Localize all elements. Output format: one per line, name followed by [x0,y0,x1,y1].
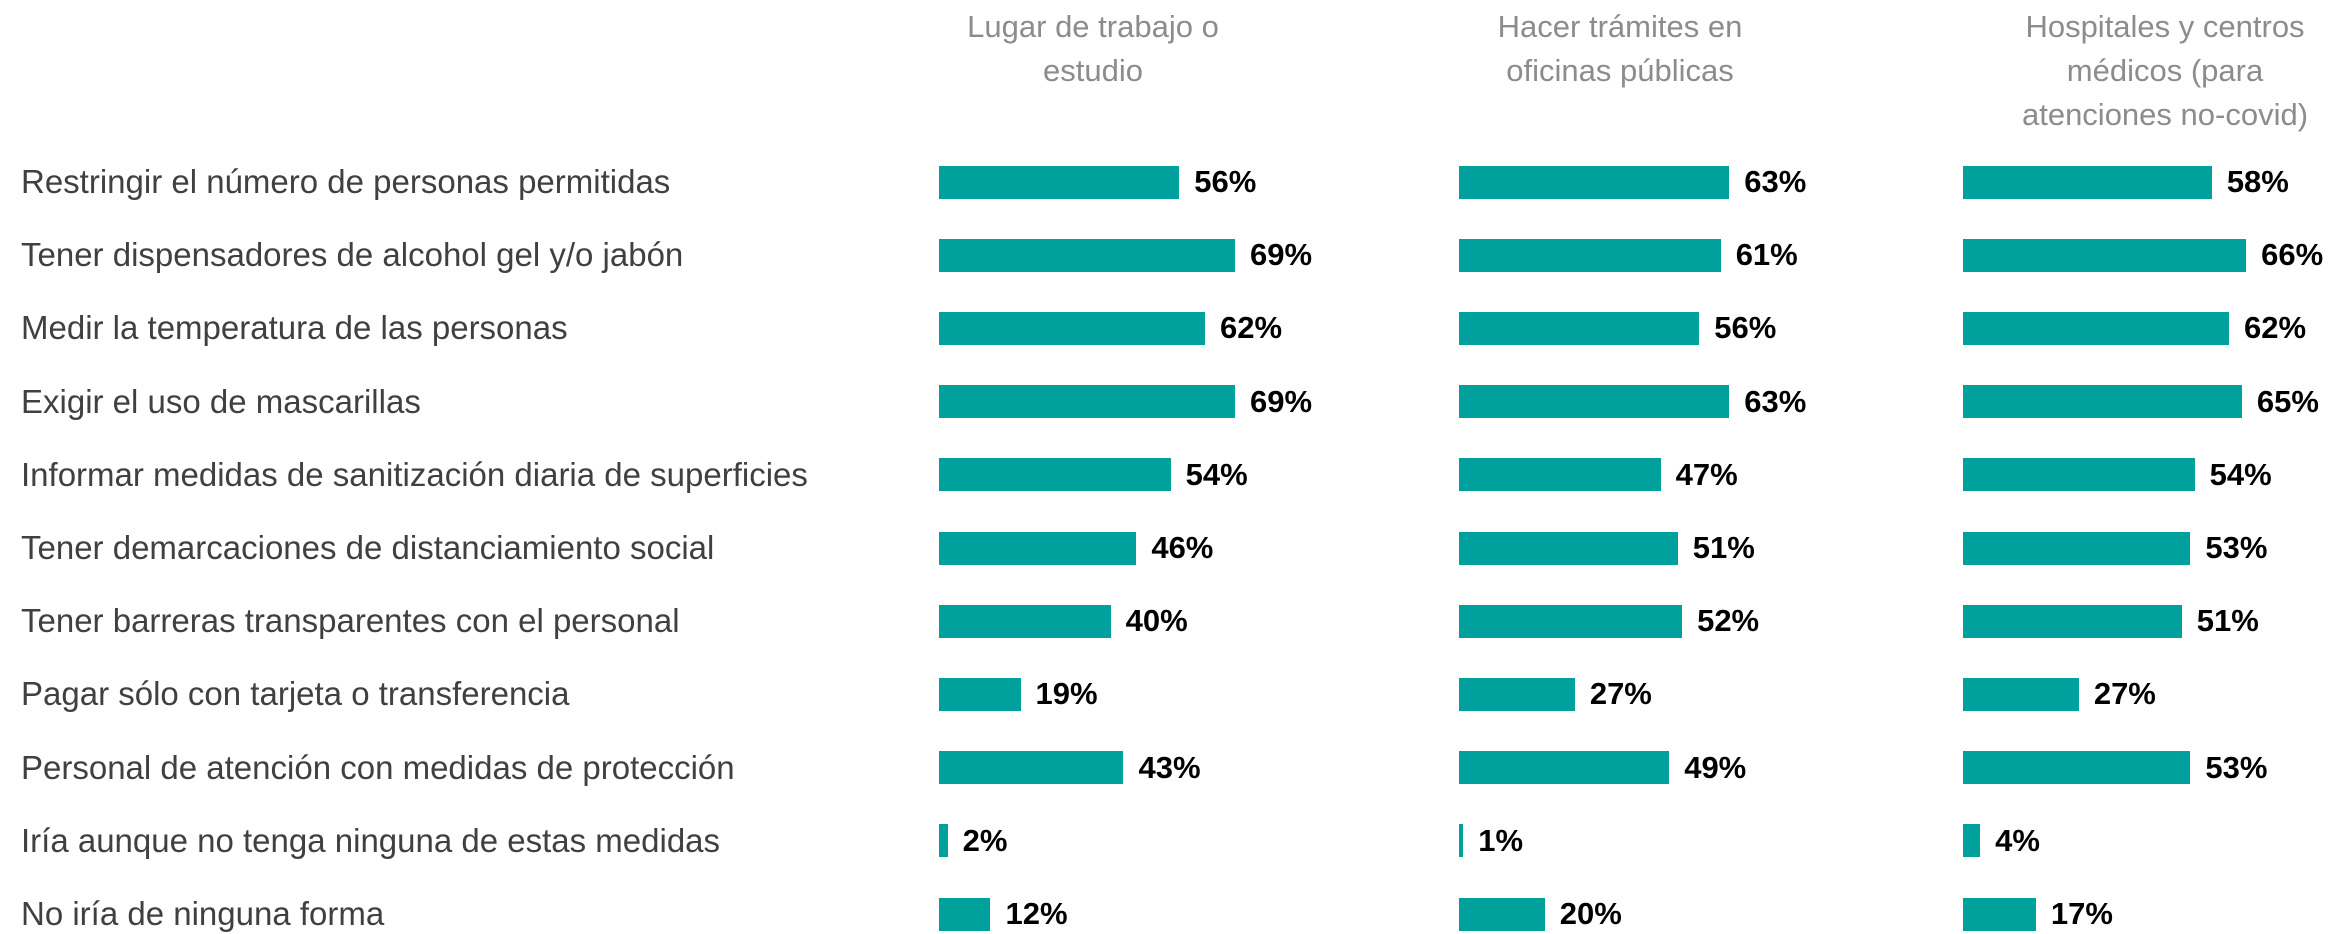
bar [1459,531,1678,565]
category-label: Personal de atención con medidas de prot… [21,748,735,786]
bar [939,824,948,858]
value-label: 43% [1138,749,1201,785]
value-label: 53% [2205,749,2268,785]
bar [1459,238,1721,272]
value-label: 58% [2226,164,2289,199]
value-label: 66% [2261,237,2324,273]
bar [1459,824,1464,858]
bar [1459,897,1545,931]
bar [1963,311,2229,345]
category-label: Medir la temperatura de las personas [21,309,568,347]
value-label: 2% [962,822,1008,858]
bar [939,677,1021,711]
value-label: 17% [2050,896,2113,931]
bar [1963,238,2247,272]
value-label: 62% [2243,310,2307,346]
bar [1963,458,2195,492]
bar [1963,677,2079,711]
bar [939,385,1235,419]
value-label: 27% [2093,676,2156,712]
category-label: Pagar sólo con tarjeta o transferencia [21,675,570,713]
category-label: No iría de ninguna forma [21,895,385,932]
bar [1963,824,1981,858]
value-label: 27% [1589,676,1652,712]
bar [939,897,991,931]
value-label: 49% [1684,749,1747,785]
bar [1963,604,2182,638]
category-label: Tener barreras transparentes con el pers… [21,602,680,640]
bar [1459,311,1700,345]
value-label: 63% [1744,383,1807,419]
bar [939,751,1124,785]
value-label: 40% [1125,603,1188,639]
value-label: 12% [1005,896,1068,931]
value-label: 53% [2205,530,2268,565]
bar [1459,677,1575,711]
value-label: 63% [1744,164,1807,199]
value-label: 20% [1559,896,1622,931]
value-label: 52% [1697,603,1760,639]
value-label: 51% [1692,530,1755,565]
bar [1963,165,2212,199]
value-label: 46% [1151,530,1214,565]
bar [1459,604,1683,638]
value-label: 54% [1185,456,1248,492]
bar [939,458,1171,492]
value-label: 1% [1478,822,1524,858]
category-label: Tener demarcaciones de distanciamiento s… [21,529,715,566]
value-label: 56% [1194,164,1257,199]
category-label: Exigir el uso de mascarillas [21,382,421,420]
bar [939,311,1205,345]
bar [1459,385,1730,419]
bar [1459,751,1670,785]
bar [939,238,1235,272]
value-label: 19% [1035,676,1098,712]
bar [1963,385,2242,419]
value-label: 65% [2256,383,2319,419]
bar [1963,897,2036,931]
bar [939,165,1180,199]
panel-title: Hospitales y centros médicos (para atenc… [2021,9,2309,132]
bar [1459,165,1730,199]
value-label: 4% [1995,822,2040,858]
panel-title: Hacer trámites en oficinas públicas [1497,9,1743,88]
category-label: Informar medidas de sanitización diaria … [21,455,808,493]
category-label: Iría aunque no tenga ninguna de estas me… [21,821,721,859]
bar [1963,531,2191,565]
bar [939,531,1137,565]
category-label: Tener dispensadores de alcohol gel y/o j… [21,236,684,274]
value-label: 51% [2196,603,2259,639]
category-label: Restringir el número de personas permiti… [21,163,671,200]
value-label: 62% [1219,310,1283,346]
value-label: 54% [2209,456,2272,492]
value-label: 47% [1675,456,1738,492]
value-label: 69% [1250,237,1313,273]
value-label: 56% [1714,310,1777,346]
value-label: 61% [1735,237,1798,273]
panel-title: Lugar de trabajo o estudio [967,9,1219,88]
value-label: 69% [1250,383,1313,419]
bar [939,604,1111,638]
bar [1459,458,1661,492]
bar [1963,751,2191,785]
